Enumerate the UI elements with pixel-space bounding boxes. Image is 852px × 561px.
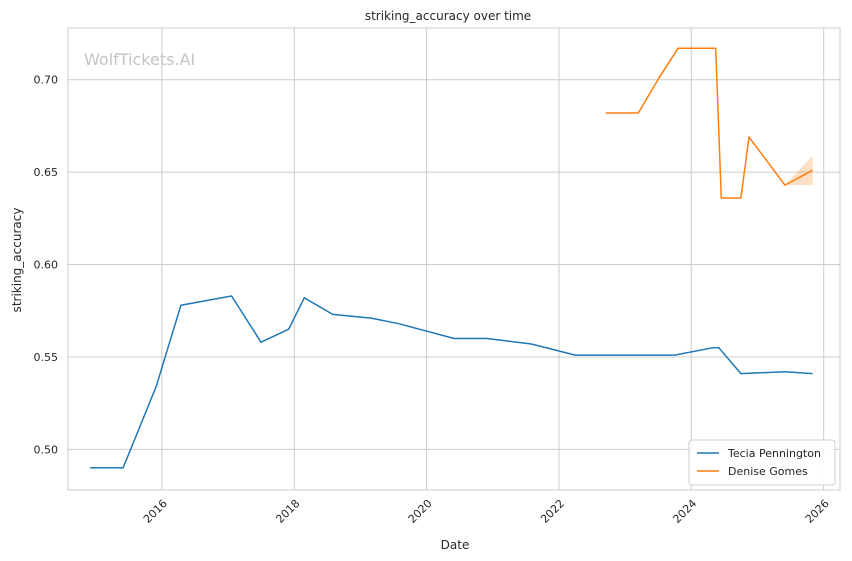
legend: Tecia Pennington Denise Gomes [688,439,836,486]
y-tick-label: 0.65 [34,166,59,179]
y-tick-label: 0.55 [34,351,59,364]
series-line-tecia-pennington [90,295,813,469]
y-tick-label: 0.50 [34,443,59,456]
confidence-bands [784,155,813,186]
chart-title: striking_accuracy over time [365,9,531,23]
plot-frame [67,27,841,491]
y-tick-label: 0.60 [34,259,59,272]
y-tick-label: 0.70 [34,74,59,87]
confidence-band-denise-gomes [784,155,813,186]
watermark-text: WolfTickets.AI [84,50,195,69]
legend-label-tecia-pennington: Tecia Pennington [727,447,821,460]
y-axis-title: striking_accuracy [10,208,24,313]
series-line-denise-gomes [605,47,813,199]
legend-label-denise-gomes: Denise Gomes [728,465,808,478]
x-axis-title: Date [441,538,470,552]
legend-box [688,439,836,486]
y-axis-ticks: 0.50 0.55 0.60 0.65 0.70 [34,74,59,457]
series-lines [90,47,813,469]
